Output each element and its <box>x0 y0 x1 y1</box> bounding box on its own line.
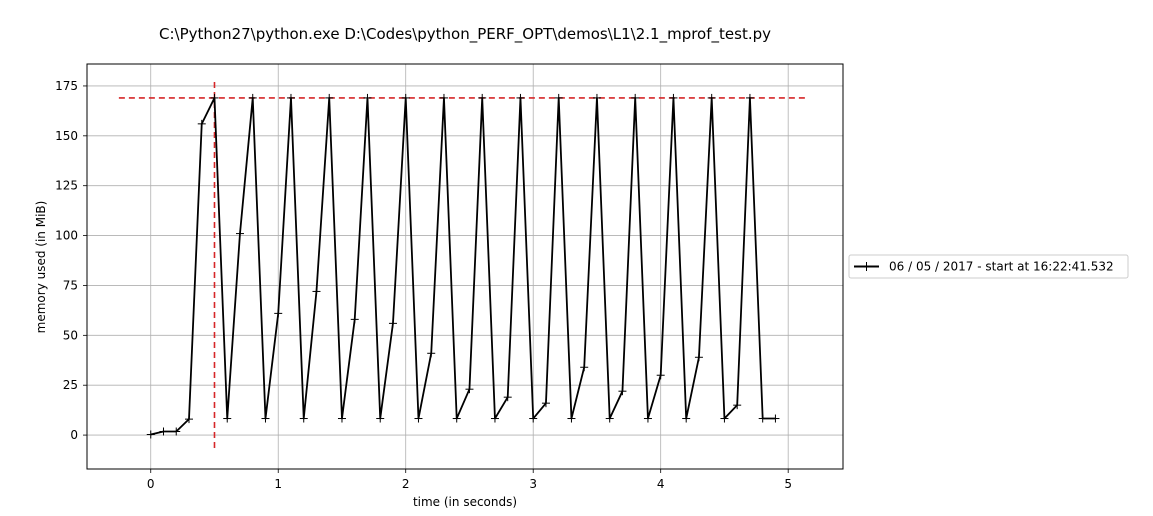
data-point-marker <box>682 414 691 423</box>
data-point-marker <box>465 385 474 394</box>
data-point-marker <box>274 309 283 318</box>
x-tick-label: 5 <box>784 477 792 491</box>
data-point-marker <box>592 93 601 102</box>
reference-lines <box>118 81 809 452</box>
data-point-marker <box>414 414 423 423</box>
series-line-group <box>150 97 776 436</box>
data-point-marker <box>337 414 346 423</box>
data-point-marker <box>363 93 372 102</box>
x-tick-label: 0 <box>147 477 155 491</box>
data-point-marker <box>567 414 576 423</box>
data-point-marker <box>172 427 181 436</box>
plot-frame <box>86 63 844 470</box>
data-point-marker <box>350 315 359 324</box>
data-point-marker <box>656 371 665 380</box>
data-point-marker <box>248 93 257 102</box>
x-axis-ticks: 0 1 2 3 4 5 <box>147 469 792 491</box>
data-point-marker <box>388 319 397 328</box>
data-point-marker <box>631 93 640 102</box>
x-tick-label: 3 <box>529 477 537 491</box>
x-tick-label: 1 <box>274 477 282 491</box>
data-point-marker <box>758 414 767 423</box>
data-point-marker <box>427 349 436 358</box>
data-point-marker <box>312 287 321 296</box>
data-point-marker <box>299 414 308 423</box>
data-point-marker <box>184 415 193 424</box>
y-tick-label: 0 <box>70 428 78 442</box>
data-point-marker <box>771 414 780 423</box>
data-point-marker <box>197 119 206 128</box>
legend-label: 06 / 05 / 2017 - start at 16:22:41.532 <box>889 260 1114 274</box>
y-tick-label: 50 <box>63 328 78 342</box>
y-tick-label: 25 <box>63 378 78 392</box>
data-point-marker <box>503 393 512 402</box>
data-point-marker <box>580 363 589 372</box>
data-point-marker <box>146 430 155 439</box>
data-point-marker <box>529 414 538 423</box>
data-point-marker <box>733 401 742 410</box>
y-tick-label: 75 <box>63 278 78 292</box>
data-point-marker <box>478 93 487 102</box>
x-axis-label: time (in seconds) <box>413 495 517 509</box>
data-point-marker <box>223 414 232 423</box>
y-axis-label: memory used (in MiB) <box>34 201 48 334</box>
data-point-marker <box>439 93 448 102</box>
x-tick-label: 4 <box>657 477 665 491</box>
data-point-marker <box>707 93 716 102</box>
data-point-marker <box>210 93 219 102</box>
data-point-marker <box>694 353 703 362</box>
y-tick-label: 125 <box>55 179 78 193</box>
data-point-marker <box>745 93 754 102</box>
legend-marker-icon <box>862 262 871 271</box>
series-markers <box>146 93 780 439</box>
data-point-marker <box>376 414 385 423</box>
data-point-marker <box>541 399 550 408</box>
x-tick-label: 2 <box>402 477 410 491</box>
y-tick-label: 175 <box>55 79 78 93</box>
data-point-marker <box>643 414 652 423</box>
data-point-marker <box>261 414 270 423</box>
data-point-marker <box>490 414 499 423</box>
legend-box <box>848 254 1129 279</box>
legend: 06 / 05 / 2017 - start at 16:22:41.532 <box>848 254 1129 279</box>
data-point-marker <box>235 229 244 238</box>
data-point-marker <box>159 427 168 436</box>
data-point-marker <box>325 93 334 102</box>
series-line <box>150 97 776 436</box>
data-point-marker <box>618 387 627 396</box>
data-point-marker <box>286 93 295 102</box>
data-point-marker <box>452 414 461 423</box>
grid-lines <box>87 64 843 469</box>
data-point-marker <box>516 93 525 102</box>
data-point-marker <box>720 414 729 423</box>
y-tick-label: 150 <box>55 129 78 143</box>
data-point-marker <box>401 93 410 102</box>
chart-title: C:\Python27\python.exe D:\Codes\python_P… <box>159 25 771 44</box>
data-point-marker <box>605 414 614 423</box>
y-axis-ticks: 0 25 50 75 100 125 150 175 <box>55 79 87 442</box>
data-point-marker <box>554 93 563 102</box>
data-point-marker <box>669 93 678 102</box>
y-tick-label: 100 <box>55 229 78 243</box>
